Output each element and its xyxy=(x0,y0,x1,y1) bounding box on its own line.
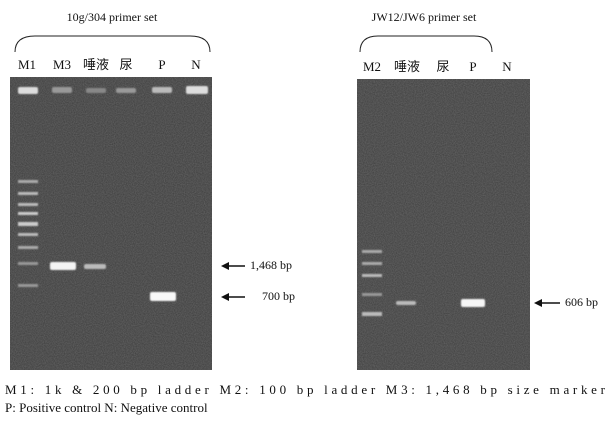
marker-label: 1,468 bp xyxy=(250,258,292,272)
marker-label: 606 bp xyxy=(565,295,598,309)
caption-line: M1: 1k & 200 bp ladder M2: 100 bp ladder… xyxy=(5,382,606,397)
panel-1: 10g/304 primer set M1 M3 唾液 尿 P N xyxy=(10,10,295,370)
panel-title: 10g/304 primer set xyxy=(67,10,158,24)
lane-label: P xyxy=(469,59,476,74)
lane-label: 唾液 xyxy=(83,57,109,72)
marker-label: 700 bp xyxy=(262,289,295,303)
gel-image xyxy=(10,77,212,370)
lane-label: M1 xyxy=(18,57,36,72)
lane-label: 尿 xyxy=(436,59,449,74)
bracket xyxy=(359,35,493,53)
lane-label: 尿 xyxy=(119,57,132,72)
lane-label: N xyxy=(191,57,201,72)
caption-line: P: Positive control N: Negative control xyxy=(5,400,208,415)
lane-label: M3 xyxy=(53,57,71,72)
arrowhead xyxy=(534,299,542,307)
lane-label: M2 xyxy=(363,59,381,74)
bracket xyxy=(14,35,211,53)
panel-2: JW12/JW6 primer set M2 唾液 尿 P N 606 bp xyxy=(357,10,598,370)
lane-label: 唾液 xyxy=(394,59,420,74)
lane-label: P xyxy=(158,57,165,72)
panel-title: JW12/JW6 primer set xyxy=(372,10,477,24)
arrowhead xyxy=(221,262,229,270)
gel-image xyxy=(357,79,530,370)
arrowhead xyxy=(221,293,229,301)
lane-label: N xyxy=(502,59,512,74)
